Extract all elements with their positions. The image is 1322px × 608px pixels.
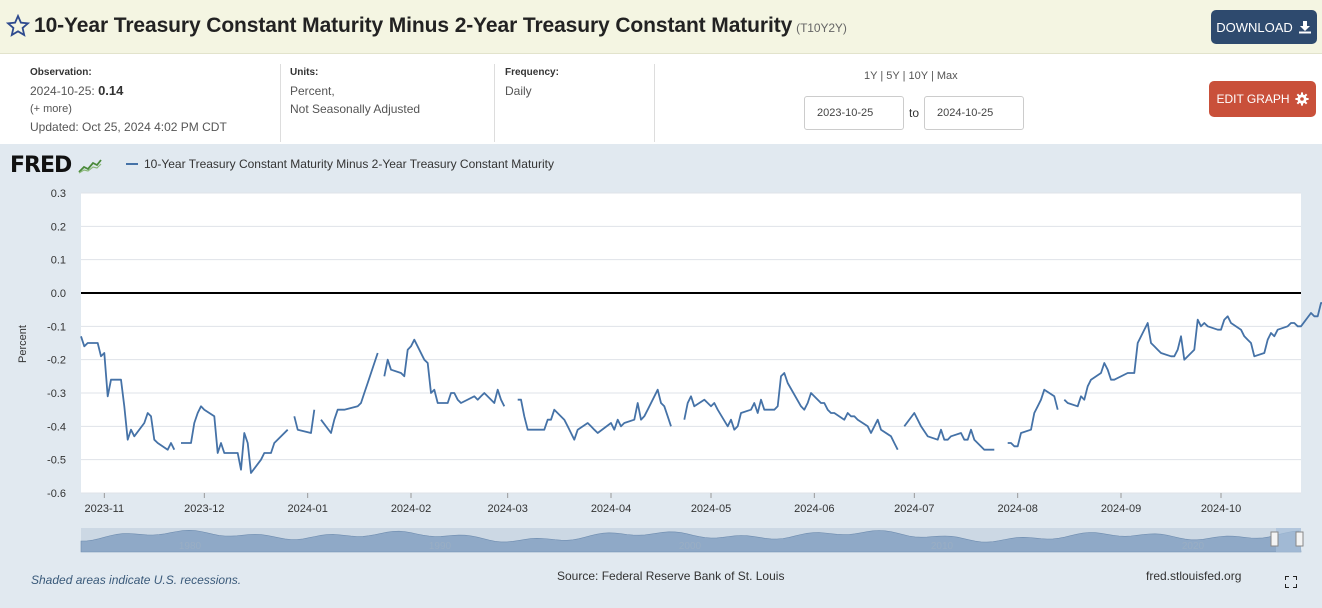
navigator-right-handle[interactable] [1295,531,1304,547]
range-max[interactable]: Max [936,70,958,82]
fred-logo-text: FRED [10,153,72,178]
download-button[interactable]: DOWNLOAD [1211,10,1317,44]
updated-text: Updated: Oct 25, 2024 4:02 PM CDT [30,120,227,134]
navigator-labels: 1980 1990 2000 2010 2020 [179,541,1205,552]
x-tick-label: 2024-02 [391,503,431,515]
info-panel: Observation: 2024-10-25: 0.14 (+ more) U… [0,54,1322,144]
range-separator: | [930,70,934,82]
units-block: Units: Percent, Not Seasonally Adjusted [290,64,420,118]
edit-graph-label: EDIT GRAPH [1216,92,1290,106]
download-icon [1298,21,1311,34]
x-tick-label: 2024-03 [487,503,527,515]
range-separator: | [880,70,884,82]
series-segment [683,372,899,451]
y-tick-label: -0.3 [47,388,66,400]
y-tick-label: 0.2 [51,221,66,233]
x-tick-label: 2023-11 [85,503,125,515]
line-chart: 0.3 0.2 0.1 0.0 -0.1 -0.2 -0.3 -0.4 -0.5 -0.6 202… [17,188,1322,553]
divider [654,64,655,142]
x-tick-label: 2024-09 [1101,503,1141,515]
x-tick-label: 2023-12 [184,503,224,515]
range-1y[interactable]: 1Y [864,70,878,82]
y-tick-label: -0.6 [47,488,66,500]
series-segment [320,352,379,434]
series-title: 10-Year Treasury Constant Maturity Minus… [34,14,793,37]
series-segment [1063,302,1322,408]
divider [280,64,281,142]
observation-date: 2024-10-25: [30,84,95,98]
chart-legend: 10-Year Treasury Constant Maturity Minus… [126,157,554,171]
page-title: 10-Year Treasury Constant Maturity Minus… [34,14,847,38]
gear-icon [1294,92,1309,106]
y-tick-label: -0.2 [47,355,66,367]
chart-logo-icon [77,158,102,174]
series-line [80,302,1322,474]
series-segment [903,412,995,451]
y-tick-label: -0.4 [47,421,66,433]
navigator-left-handle[interactable] [1270,531,1279,547]
navigator-year-label: 2020 [1182,541,1205,552]
to-label: to [909,106,920,120]
x-tick-label: 2024-08 [997,503,1037,515]
x-tick-label: 2024-04 [591,503,631,515]
observation-row: 2024-10-25: 0.14 [30,82,227,100]
observation-value: 0.14 [98,83,124,98]
edit-graph-button[interactable]: EDIT GRAPH [1209,81,1316,117]
x-tick-label: 2024-06 [794,503,834,515]
range-selector: 1Y | 5Y | 10Y | Max [864,70,958,82]
navigator-year-label: 1990 [429,541,452,552]
observation-label: Observation: [30,67,92,78]
y-axis: 0.3 0.2 0.1 0.0 -0.1 -0.2 -0.3 -0.4 -0.5 -0.6 [47,188,66,500]
y-tick-label: 0.3 [51,188,66,200]
units-label: Units: [290,67,319,78]
range-separator: | [902,70,906,82]
more-link[interactable]: (+ more) [30,103,72,115]
site-link[interactable]: fred.stlouisfed.org [1146,569,1242,583]
y-tick-label: 0.1 [51,255,66,267]
fullscreen-icon[interactable] [1285,576,1297,588]
series-segment [80,336,176,451]
units-line1: Percent, [290,84,335,98]
series-segment [1007,388,1059,448]
star-icon[interactable] [6,14,30,38]
end-date-input[interactable]: 2024-10-25 [924,96,1024,130]
x-tick-label: 2024-10 [1201,503,1241,515]
navigator-year-label: 2010 [931,541,954,552]
legend-label: 10-Year Treasury Constant Maturity Minus… [144,157,554,171]
frequency-block: Frequency: Daily [505,64,559,100]
units-line2: Not Seasonally Adjusted [290,102,421,116]
frequency-label: Frequency: [505,67,559,78]
x-tick-label: 2024-07 [894,503,934,515]
series-segment [293,409,316,434]
y-tick-label: 0.0 [51,288,66,300]
series-segment [517,388,672,441]
range-10y[interactable]: 10Y [908,70,928,82]
navigator-series [80,529,1302,553]
start-date-input[interactable]: 2023-10-25 [804,96,904,130]
x-tick-label: 2024-05 [691,503,731,515]
fred-logo: FRED [10,153,102,178]
range-5y[interactable]: 5Y [886,70,900,82]
chart-container: FRED 10-Year Treasury Constant Maturity … [0,144,1322,608]
navigator-year-label: 1980 [179,541,202,552]
divider [494,64,495,142]
series-code: (T10Y2Y) [796,21,847,35]
source-text: Source: Federal Reserve Bank of St. Loui… [557,569,785,583]
y-tick-label: -0.1 [47,321,66,333]
series-segment [181,405,289,474]
frequency-value: Daily [505,84,532,98]
observation-block: Observation: 2024-10-25: 0.14 (+ more) U… [30,64,227,136]
download-label: DOWNLOAD [1216,19,1293,35]
y-tick-label: -0.5 [47,455,66,467]
y-axis-label: Percent [17,325,29,363]
series-segment [383,338,506,407]
x-tick-label: 2024-01 [287,503,327,515]
header-bar: 10-Year Treasury Constant Maturity Minus… [0,0,1322,54]
plot-background [81,193,1301,493]
range-navigator[interactable]: 1980 1990 2000 2010 2020 [80,528,1304,553]
legend-swatch [126,163,138,165]
navigator-year-label: 2000 [679,541,702,552]
recession-note: Shaded areas indicate U.S. recessions. [31,573,242,587]
x-axis: 2023-11 2023-12 2024-01 2024-02 2024-03 2024-… [85,493,1241,515]
